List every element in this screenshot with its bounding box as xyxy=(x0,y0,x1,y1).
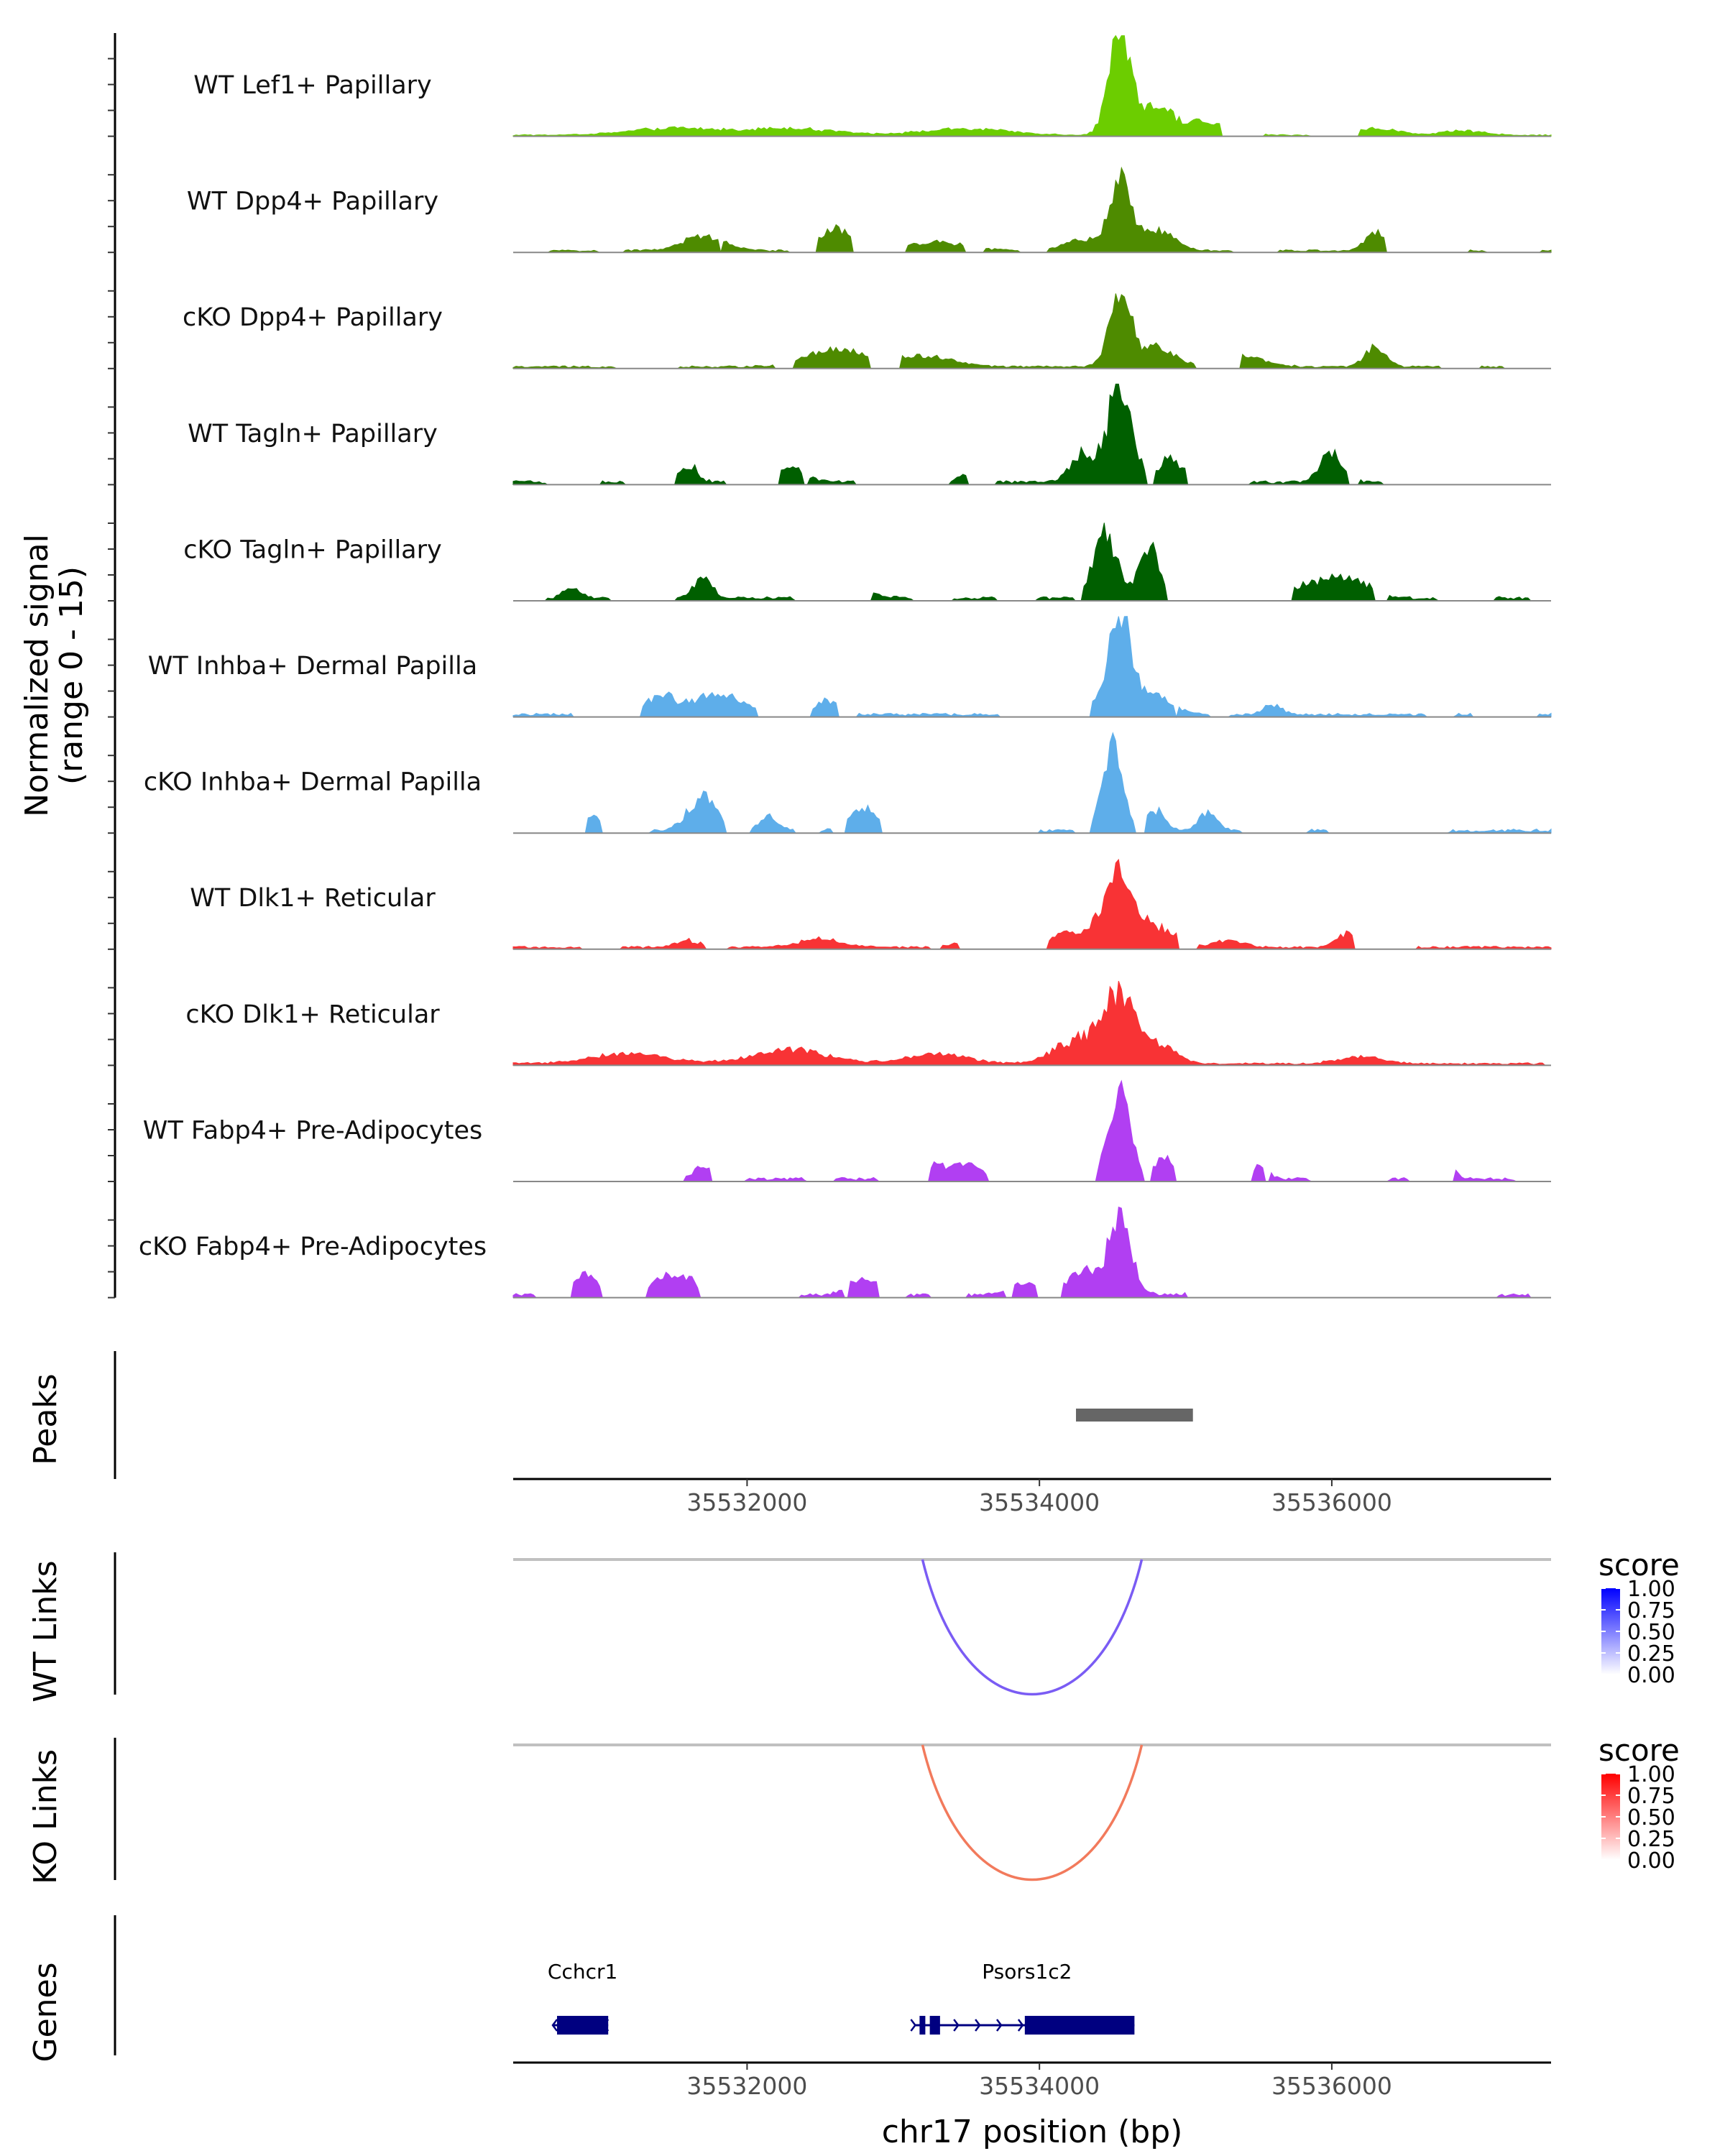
legend-tick-label: 1.00 xyxy=(1627,1577,1675,1602)
strand-arrow xyxy=(910,2019,916,2032)
gene-exon xyxy=(929,2016,940,2035)
track-label: WT Inhba+ Dermal Papilla xyxy=(148,652,477,681)
gene-exon xyxy=(557,2016,609,2035)
coverage-area xyxy=(512,616,1552,719)
coverage-area xyxy=(512,293,1551,369)
gene-label: Psors1c2 xyxy=(982,1960,1072,1984)
x-axis-title: chr17 position (bp) xyxy=(882,2114,1183,2150)
strand-arrow xyxy=(953,2019,960,2032)
strand-arrow xyxy=(932,2019,938,2032)
genes-track-label: Genes xyxy=(27,1962,64,2062)
x-axis-tick-label: 35532000 xyxy=(686,2072,807,2100)
legend-title: score xyxy=(1598,1547,1680,1583)
track-label: cKO Fabp4+ Pre-Adipocytes xyxy=(139,1233,487,1261)
track-label: WT Dpp4+ Papillary xyxy=(187,188,438,216)
strand-arrow xyxy=(577,2019,584,2032)
legend-tick-label: 0.75 xyxy=(1627,1784,1675,1809)
coverage-area xyxy=(512,1206,1551,1299)
track-label: cKO Dlk1+ Reticular xyxy=(185,1000,440,1029)
coverage-area xyxy=(513,1079,1551,1182)
gene-exon xyxy=(919,2016,926,2035)
track-label: WT Lef1+ Papillary xyxy=(193,71,432,100)
coverage-area xyxy=(512,980,1551,1066)
legend-tick-label: 0.50 xyxy=(1627,1620,1675,1645)
coverage-area xyxy=(513,732,1552,834)
link-arc xyxy=(921,1559,1144,1695)
strand-arrow xyxy=(602,2019,610,2032)
legend-tick-label: 0.50 xyxy=(1627,1805,1675,1830)
coverage-area xyxy=(512,858,1552,950)
genes-track: Cchcr1 Psors1c2 xyxy=(114,1915,1135,2055)
track-label: WT Tagln+ Papillary xyxy=(188,420,438,448)
legend-tick-label: 0.75 xyxy=(1627,1598,1675,1623)
strand-arrow xyxy=(1017,2019,1024,2032)
gene-label: Cchcr1 xyxy=(548,1960,617,1984)
coverage-tracks: WT Lef1+ Papillary WT Dpp4+ Papillary cKO … xyxy=(108,33,1552,1299)
x-axis-tick-label: 35536000 xyxy=(1271,1488,1392,1516)
x-axis-top: 35532000 35534000 35536000 xyxy=(513,1478,1551,1516)
strand-arrow xyxy=(551,2019,558,2032)
track-label: WT Fabp4+ Pre-Adipocytes xyxy=(143,1116,482,1145)
coverage-area xyxy=(513,166,1552,253)
legend-tick-label: 1.00 xyxy=(1627,1762,1675,1787)
legend-tick-label: 0.00 xyxy=(1627,1848,1675,1874)
peaks-track-label: Peaks xyxy=(27,1373,64,1465)
legend-tick-label: 0.00 xyxy=(1627,1663,1675,1688)
strand-arrow xyxy=(995,2019,1003,2032)
links-track-label: WT Links xyxy=(27,1560,64,1702)
strand-arrow xyxy=(1103,2019,1110,2032)
legend-tick-label: 0.25 xyxy=(1627,1827,1675,1852)
x-axis-tick-label: 35534000 xyxy=(979,1488,1100,1516)
x-axis-tick-label: 35532000 xyxy=(686,1488,807,1516)
x-axis-bottom: 35532000 35534000 35536000 xyxy=(513,2061,1551,2100)
track-label: cKO Inhba+ Dermal Papilla xyxy=(144,768,482,797)
track-label: cKO Dpp4+ Papillary xyxy=(183,303,443,332)
track-label: WT Dlk1+ Reticular xyxy=(190,884,436,913)
strand-arrow xyxy=(1125,2019,1131,2032)
coverage-area xyxy=(513,522,1551,602)
peaks-track xyxy=(114,1351,1193,1479)
track-label: cKO Tagln+ Papillary xyxy=(183,535,442,564)
legend-tick-label: 0.25 xyxy=(1627,1641,1675,1667)
strand-arrow xyxy=(1082,2019,1089,2032)
coverage-area xyxy=(512,383,1551,485)
y-axis-range-label: (range 0 - 15) xyxy=(53,566,90,785)
legend-title: score xyxy=(1598,1733,1680,1768)
links-track-label: KO Links xyxy=(27,1749,64,1884)
strand-arrow xyxy=(1039,2019,1046,2032)
x-axis-tick-label: 35534000 xyxy=(979,2072,1100,2100)
strand-arrow xyxy=(1060,2019,1067,2032)
y-axis-label: Normalized signal xyxy=(19,534,55,817)
x-axis-tick-label: 35536000 xyxy=(1271,2072,1392,2100)
peak-region xyxy=(1076,1409,1193,1422)
coverage-area xyxy=(512,34,1552,137)
strand-arrow xyxy=(975,2019,981,2032)
gene-exon xyxy=(1024,2016,1135,2035)
link-arc xyxy=(921,1744,1144,1881)
